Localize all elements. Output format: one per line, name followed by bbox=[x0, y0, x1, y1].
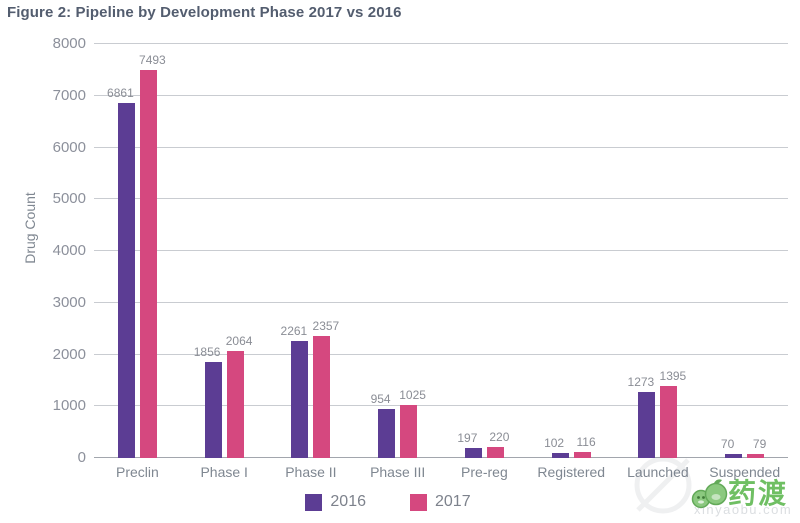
legend-item-2016: 2016 bbox=[305, 493, 366, 511]
value-label-2017-registered: 116 bbox=[576, 435, 596, 449]
bar-2016-phase-iii bbox=[378, 408, 396, 458]
gridline-0 bbox=[94, 457, 788, 458]
legend-label-2016: 2016 bbox=[330, 493, 366, 510]
y-tick-3000: 3000 bbox=[52, 293, 86, 311]
bar-2016-phase-ii bbox=[291, 341, 309, 458]
legend-label-2017: 2017 bbox=[435, 493, 471, 510]
x-label-suspended: Suspended bbox=[709, 464, 781, 480]
value-label-2016-registered: 102 bbox=[544, 435, 565, 450]
value-label-2016-phase-ii: 2261 bbox=[280, 324, 308, 338]
plot-area: 6861 7493 1856 2064 2261 2357 954 1025 197 220 102… bbox=[94, 43, 788, 458]
x-label-phase-i: Phase I bbox=[200, 464, 248, 480]
figure-title: Figure 2: Pipeline by Development Phase … bbox=[7, 4, 402, 21]
value-label-2016-phase-iii: 954 bbox=[370, 391, 391, 406]
value-label-2016-phase-i: 1856 bbox=[193, 345, 221, 359]
y-axis-labels: 0 1000 2000 3000 4000 5000 6000 7000 8000 bbox=[0, 35, 86, 466]
value-label-2017-phase-iii: 1025 bbox=[399, 388, 426, 402]
y-tick-8000: 8000 bbox=[52, 35, 86, 52]
y-tick-7000: 7000 bbox=[52, 86, 86, 104]
gridline-5000 bbox=[94, 198, 788, 200]
value-label-2017-phase-i: 2064 bbox=[225, 334, 253, 349]
x-label-registered: Registered bbox=[537, 464, 606, 480]
gridline-6000 bbox=[94, 146, 788, 148]
value-label-2016-preclin: 6861 bbox=[107, 85, 134, 100]
gridline-8000 bbox=[94, 43, 788, 44]
y-tick-5000: 5000 bbox=[52, 190, 86, 208]
legend-swatch-2017 bbox=[410, 493, 427, 511]
y-tick-6000: 6000 bbox=[52, 138, 86, 156]
value-label-2017-launched: 1395 bbox=[659, 368, 687, 383]
bar-2016-pre-reg bbox=[464, 447, 482, 458]
gridline-1000 bbox=[94, 405, 788, 407]
bar-2016-phase-i bbox=[204, 362, 222, 458]
bar-2016-registered bbox=[551, 452, 569, 458]
legend-item-2017: 2017 bbox=[410, 493, 471, 511]
bar-2017-launched bbox=[660, 385, 678, 458]
bar-2017-phase-iii bbox=[400, 405, 418, 458]
legend-swatch-2016 bbox=[305, 493, 323, 511]
value-label-2016-suspended: 70 bbox=[720, 437, 735, 452]
gridline-7000 bbox=[94, 94, 788, 96]
x-axis-labels: Preclin Phase I Phase II Phase III Pre-reg Re… bbox=[94, 464, 788, 484]
watermark: 药渡 xinyaobu.com bbox=[628, 448, 800, 523]
x-label-launched: Launched bbox=[627, 464, 689, 480]
x-label-preclin: Preclin bbox=[116, 464, 159, 480]
value-label-2016-launched: 1273 bbox=[627, 375, 655, 390]
value-label-2017-preclin: 7493 bbox=[139, 53, 166, 68]
bar-2017-phase-ii bbox=[313, 336, 331, 458]
bar-2017-suspended bbox=[747, 453, 765, 458]
value-label-2017-pre-reg: 220 bbox=[489, 429, 510, 444]
legend: 2016 2017 bbox=[0, 493, 788, 511]
value-label-2017-phase-ii: 2357 bbox=[312, 319, 340, 333]
value-label-2017-suspended: 79 bbox=[752, 436, 767, 451]
bar-2017-pre-reg bbox=[486, 446, 504, 458]
x-label-pre-reg: Pre-reg bbox=[461, 464, 508, 480]
bar-2016-preclin bbox=[117, 102, 135, 458]
x-label-phase-ii: Phase II bbox=[285, 464, 337, 480]
gridline-4000 bbox=[94, 250, 788, 251]
bar-2017-phase-i bbox=[226, 351, 244, 458]
bar-2016-launched bbox=[638, 392, 656, 458]
bar-2017-registered bbox=[573, 452, 591, 458]
y-tick-4000: 4000 bbox=[52, 242, 86, 259]
value-label-2016-pre-reg: 197 bbox=[457, 430, 478, 445]
y-tick-0: 0 bbox=[77, 449, 86, 466]
y-tick-1000: 1000 bbox=[52, 397, 86, 415]
y-tick-2000: 2000 bbox=[52, 345, 86, 363]
gridline-3000 bbox=[94, 301, 788, 303]
x-label-phase-iii: Phase III bbox=[370, 464, 426, 480]
gridline-2000 bbox=[94, 353, 788, 355]
bar-2016-suspended bbox=[725, 454, 743, 458]
bar-2017-preclin bbox=[139, 70, 157, 458]
